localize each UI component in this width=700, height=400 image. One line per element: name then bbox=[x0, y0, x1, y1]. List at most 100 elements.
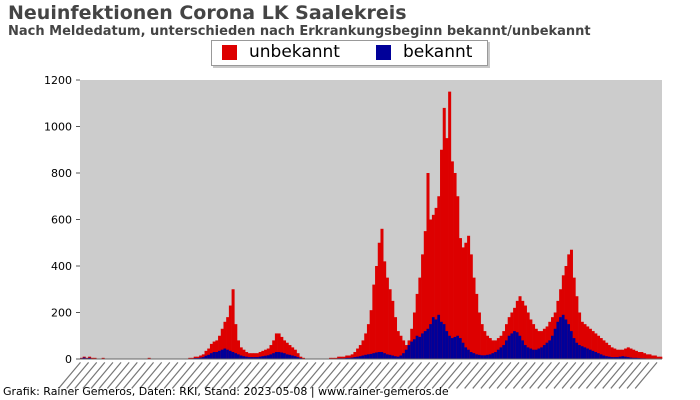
bar-bekannt-60 bbox=[242, 356, 246, 359]
bar-bekannt-145 bbox=[472, 353, 476, 359]
bar-unbekannt-152 bbox=[491, 340, 495, 359]
x-tick-label-mark bbox=[74, 362, 98, 389]
bar-unbekannt-82 bbox=[301, 357, 305, 359]
bar-unbekannt-109 bbox=[375, 266, 379, 359]
bar-bekannt-46 bbox=[204, 355, 208, 359]
bar-unbekannt-132 bbox=[437, 196, 441, 359]
bar-unbekannt-131 bbox=[434, 207, 438, 359]
bar-bekannt-166 bbox=[529, 348, 533, 359]
bar-unbekannt-79 bbox=[293, 349, 297, 359]
bar-bekannt-50 bbox=[215, 352, 219, 359]
bar-bekannt-67 bbox=[261, 356, 265, 359]
bar-unbekannt-114 bbox=[388, 289, 392, 359]
bar-bekannt-120 bbox=[404, 349, 408, 359]
bar-unbekannt-98 bbox=[345, 355, 349, 359]
bar-unbekannt-146 bbox=[475, 293, 479, 359]
bar-unbekannt-113 bbox=[385, 277, 389, 359]
x-tick-label-mark bbox=[423, 361, 447, 389]
bar-bekannt-144 bbox=[469, 352, 473, 359]
bar-bekannt-186 bbox=[583, 347, 587, 359]
bar-unbekannt-214 bbox=[659, 356, 663, 359]
bar-bekannt-147 bbox=[477, 354, 481, 359]
bar-unbekannt-72 bbox=[274, 333, 278, 359]
bar-bekannt-161 bbox=[515, 332, 519, 359]
x-tick-label-mark bbox=[269, 362, 293, 389]
x-tick-label-mark bbox=[537, 362, 561, 389]
bar-bekannt-69 bbox=[266, 355, 270, 359]
bar-bekannt-141 bbox=[461, 342, 465, 359]
bar-bekannt-183 bbox=[575, 342, 579, 359]
bar-unbekannt-60 bbox=[242, 349, 246, 359]
bar-unbekannt-95 bbox=[337, 356, 341, 359]
x-tick-label-mark bbox=[594, 361, 617, 389]
bar-unbekannt-206 bbox=[637, 352, 641, 359]
bar-unbekannt-45 bbox=[201, 354, 205, 359]
bar-unbekannt-99 bbox=[347, 355, 351, 359]
x-tick-label-mark bbox=[326, 361, 349, 389]
bar-unbekannt-170 bbox=[540, 331, 544, 359]
x-tick-label-mark bbox=[212, 362, 236, 389]
bar-unbekannt-93 bbox=[331, 357, 335, 359]
bar-unbekannt-144 bbox=[469, 254, 473, 359]
bar-unbekannt-142 bbox=[464, 242, 468, 359]
x-tick-label-mark bbox=[163, 362, 187, 389]
bar-unbekannt-203 bbox=[629, 348, 633, 359]
bar-unbekannt-108 bbox=[372, 284, 376, 359]
bar-bekannt-201 bbox=[624, 356, 628, 359]
bar-unbekannt-76 bbox=[285, 342, 289, 359]
x-tick-label-mark bbox=[285, 362, 309, 389]
bar-bekannt-152 bbox=[491, 353, 495, 359]
bar-unbekannt-49 bbox=[212, 341, 216, 359]
bar-bekannt-140 bbox=[458, 338, 462, 359]
x-tick-label-mark bbox=[415, 361, 439, 389]
bar-unbekannt-110 bbox=[377, 242, 381, 359]
bar-bekannt-160 bbox=[513, 331, 517, 359]
x-tick-label-mark bbox=[309, 362, 333, 389]
bar-bekannt-142 bbox=[464, 347, 468, 359]
bar-bekannt-139 bbox=[456, 335, 460, 359]
bar-bekannt-184 bbox=[578, 345, 582, 359]
bar-unbekannt-191 bbox=[597, 335, 601, 359]
bar-bekannt-101 bbox=[353, 357, 357, 359]
bar-bekannt-57 bbox=[234, 353, 238, 359]
bar-unbekannt-213 bbox=[656, 356, 660, 359]
bar-unbekannt-197 bbox=[613, 348, 617, 359]
legend-item-unbekannt: unbekannt bbox=[222, 42, 340, 62]
bar-bekannt-172 bbox=[545, 342, 549, 359]
bar-bekannt-195 bbox=[607, 356, 611, 359]
bar-unbekannt-116 bbox=[394, 317, 398, 359]
bar-bekannt-138 bbox=[453, 336, 457, 359]
bar-unbekannt-54 bbox=[226, 317, 230, 359]
bar-bekannt-196 bbox=[610, 357, 614, 359]
bar-bekannt-109 bbox=[375, 352, 379, 359]
bar-unbekannt-103 bbox=[358, 345, 362, 359]
x-tick-label-mark bbox=[512, 362, 536, 389]
x-tick-label-mark bbox=[488, 362, 512, 389]
bar-unbekannt-133 bbox=[440, 149, 444, 359]
x-tick-label-mark bbox=[334, 362, 358, 389]
x-tick-label-mark bbox=[82, 362, 106, 389]
x-tick-label-mark bbox=[123, 362, 146, 389]
bar-bekannt-117 bbox=[396, 356, 400, 359]
bar-bekannt-131 bbox=[434, 319, 438, 359]
x-tick-label-mark bbox=[626, 362, 650, 389]
bar-unbekannt-143 bbox=[467, 235, 471, 359]
x-tick-label-mark bbox=[586, 361, 609, 389]
bar-unbekannt-123 bbox=[412, 312, 416, 359]
bar-bekannt-78 bbox=[291, 355, 295, 359]
bar-unbekannt-136 bbox=[448, 91, 452, 359]
x-tick-label-mark bbox=[545, 361, 569, 389]
bar-unbekannt-190 bbox=[594, 333, 598, 359]
bar-unbekannt-77 bbox=[288, 345, 292, 359]
bar-bekannt-179 bbox=[564, 319, 568, 359]
bar-unbekannt-189 bbox=[591, 331, 595, 359]
bar-unbekannt-66 bbox=[258, 352, 262, 359]
bar-bekannt-3 bbox=[88, 357, 92, 359]
x-tick-label-mark bbox=[114, 362, 138, 389]
bar-bekannt-111 bbox=[380, 352, 384, 359]
legend-label-unbekannt: unbekannt bbox=[249, 42, 340, 62]
bar-unbekannt-130 bbox=[431, 214, 435, 359]
legend-item-bekannt: bekannt bbox=[376, 42, 472, 62]
bar-bekannt-73 bbox=[277, 352, 281, 359]
y-tick-label-400: 400 bbox=[51, 260, 72, 273]
